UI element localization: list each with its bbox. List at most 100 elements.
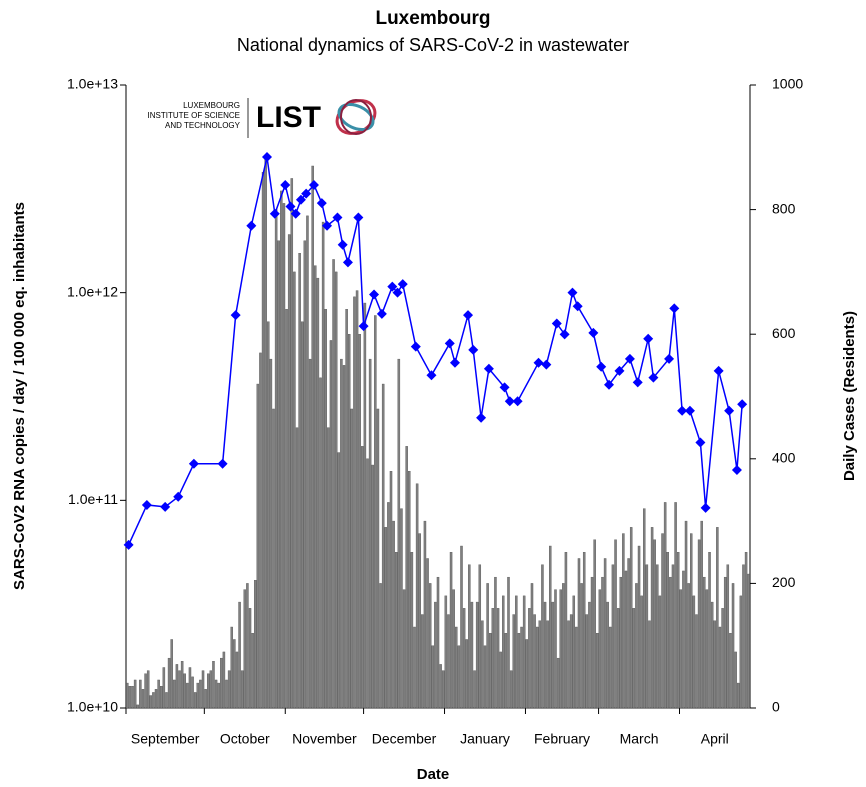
y2-tick-label: 0 xyxy=(772,699,780,715)
y2-tick-label: 400 xyxy=(772,450,796,466)
bar xyxy=(212,661,215,709)
logo-text: LUXEMBOURG xyxy=(183,101,240,110)
bar xyxy=(601,576,604,709)
marker xyxy=(559,329,570,340)
line-series xyxy=(123,152,748,550)
bar xyxy=(629,527,633,709)
bar xyxy=(447,614,450,709)
bar xyxy=(220,657,223,709)
bar xyxy=(580,583,583,709)
bar xyxy=(695,614,698,709)
bar xyxy=(280,190,283,709)
y2-tick-label: 200 xyxy=(772,574,796,590)
marker xyxy=(624,353,635,364)
marker xyxy=(669,303,680,314)
marker xyxy=(392,287,403,298)
marker xyxy=(160,501,171,512)
bar xyxy=(300,321,304,709)
bar xyxy=(227,670,231,709)
marker xyxy=(444,338,455,349)
bar xyxy=(306,215,309,709)
marker xyxy=(504,396,515,407)
marker xyxy=(337,239,348,250)
bar xyxy=(165,692,168,709)
bar xyxy=(319,377,322,709)
bar xyxy=(697,539,701,709)
marker xyxy=(541,359,552,370)
bar xyxy=(436,576,440,709)
bar xyxy=(311,165,314,709)
bar xyxy=(606,601,609,709)
bar xyxy=(499,651,502,709)
bar xyxy=(502,595,505,709)
bar xyxy=(261,172,265,709)
y-tick-label: 1.0e+12 xyxy=(67,283,118,299)
bar xyxy=(718,626,722,709)
bar xyxy=(520,626,523,709)
bar xyxy=(645,564,649,709)
y2-axis-title: Daily Cases (Residents) xyxy=(841,311,858,481)
line xyxy=(127,156,743,546)
marker xyxy=(512,396,523,407)
bar xyxy=(598,589,602,709)
bar xyxy=(690,533,693,709)
bar xyxy=(253,580,257,709)
bar xyxy=(541,564,544,709)
bar xyxy=(282,203,286,709)
bar xyxy=(734,651,737,709)
marker xyxy=(551,318,562,329)
bar xyxy=(444,595,448,709)
bar xyxy=(233,639,236,709)
bar xyxy=(426,558,429,709)
bar xyxy=(144,673,147,709)
bar xyxy=(384,527,388,709)
x-tick-label: February xyxy=(534,731,590,747)
bar xyxy=(353,296,356,709)
bar xyxy=(674,502,677,709)
bar xyxy=(295,427,299,709)
bar xyxy=(405,446,408,709)
bar xyxy=(209,670,213,709)
bar xyxy=(394,552,398,709)
bar xyxy=(455,626,458,709)
bar xyxy=(136,704,139,709)
chart-subtitle: National dynamics of SARS-CoV-2 in waste… xyxy=(237,35,629,55)
bar xyxy=(392,520,395,709)
marker xyxy=(295,194,306,205)
bar xyxy=(643,508,646,709)
bar xyxy=(512,614,515,709)
y-tick-label: 1.0e+11 xyxy=(68,491,118,507)
bar xyxy=(410,552,414,709)
bar xyxy=(230,626,233,709)
bar xyxy=(567,620,570,709)
bar xyxy=(240,670,244,709)
bar xyxy=(408,471,411,709)
bar xyxy=(747,573,750,709)
marker xyxy=(737,399,748,410)
x-tick-label: September xyxy=(131,731,200,747)
bar xyxy=(376,408,380,709)
bar xyxy=(256,383,260,709)
bar xyxy=(186,682,189,709)
marker xyxy=(261,152,272,163)
bar xyxy=(251,633,254,709)
bar xyxy=(525,639,529,709)
bar xyxy=(193,692,197,709)
bar xyxy=(243,589,247,709)
marker xyxy=(285,201,296,212)
bar xyxy=(504,633,508,709)
logo: LUXEMBOURG INSTITUTE OF SCIENCE AND TECH… xyxy=(148,98,377,138)
bar xyxy=(141,689,145,709)
marker xyxy=(695,437,706,448)
bar xyxy=(431,645,435,709)
bar xyxy=(507,576,510,709)
bar xyxy=(154,689,158,709)
bar xyxy=(441,670,445,709)
marker xyxy=(700,502,711,513)
bar xyxy=(334,271,338,709)
marker xyxy=(567,287,578,298)
bar xyxy=(640,595,643,709)
bar xyxy=(585,614,589,709)
bar xyxy=(590,576,594,709)
bar xyxy=(434,601,437,709)
